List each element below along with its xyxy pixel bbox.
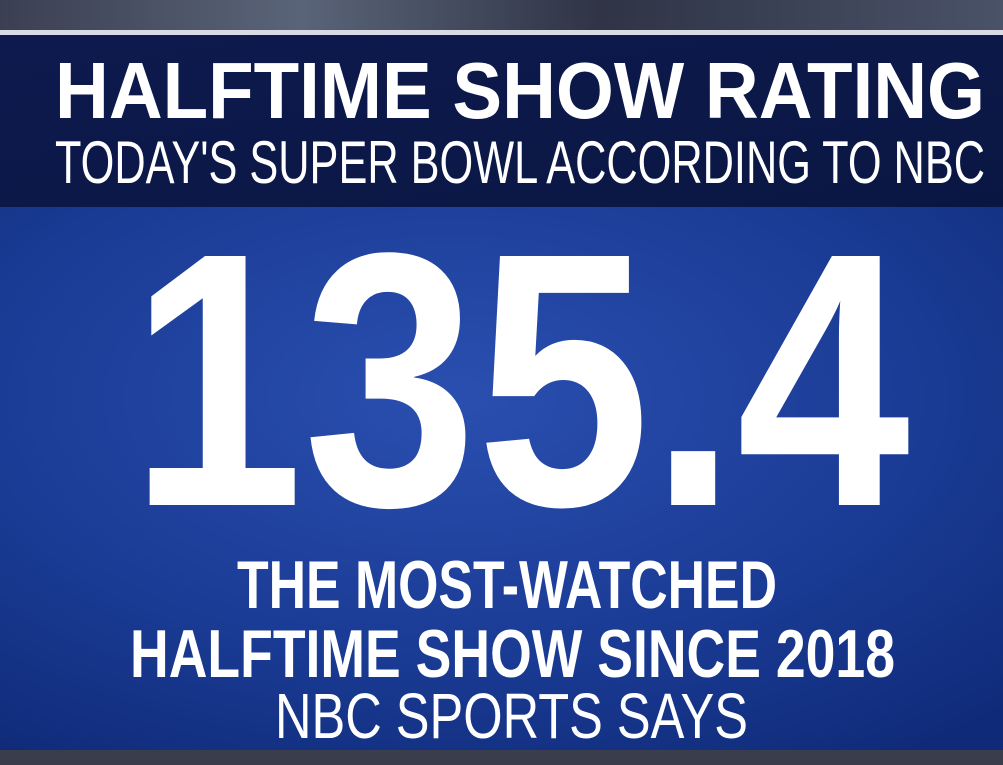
caption-line: THE MOST-WATCHED xyxy=(237,547,777,623)
caption-line: NBC SPORTS SAYS xyxy=(275,680,748,752)
background-blur xyxy=(0,0,1003,32)
headline-figure: 135.4 xyxy=(130,177,912,582)
body-panel xyxy=(0,207,1003,750)
title: HALFTIME SHOW RATING xyxy=(55,46,985,135)
background-blur xyxy=(0,750,1003,765)
divider xyxy=(0,30,1003,35)
subtitle: TODAY'S SUPER BOWL ACCORDING TO NBC xyxy=(55,129,985,196)
header-panel xyxy=(0,35,1003,207)
caption-line: HALFTIME SHOW SINCE 2018 xyxy=(130,616,895,692)
